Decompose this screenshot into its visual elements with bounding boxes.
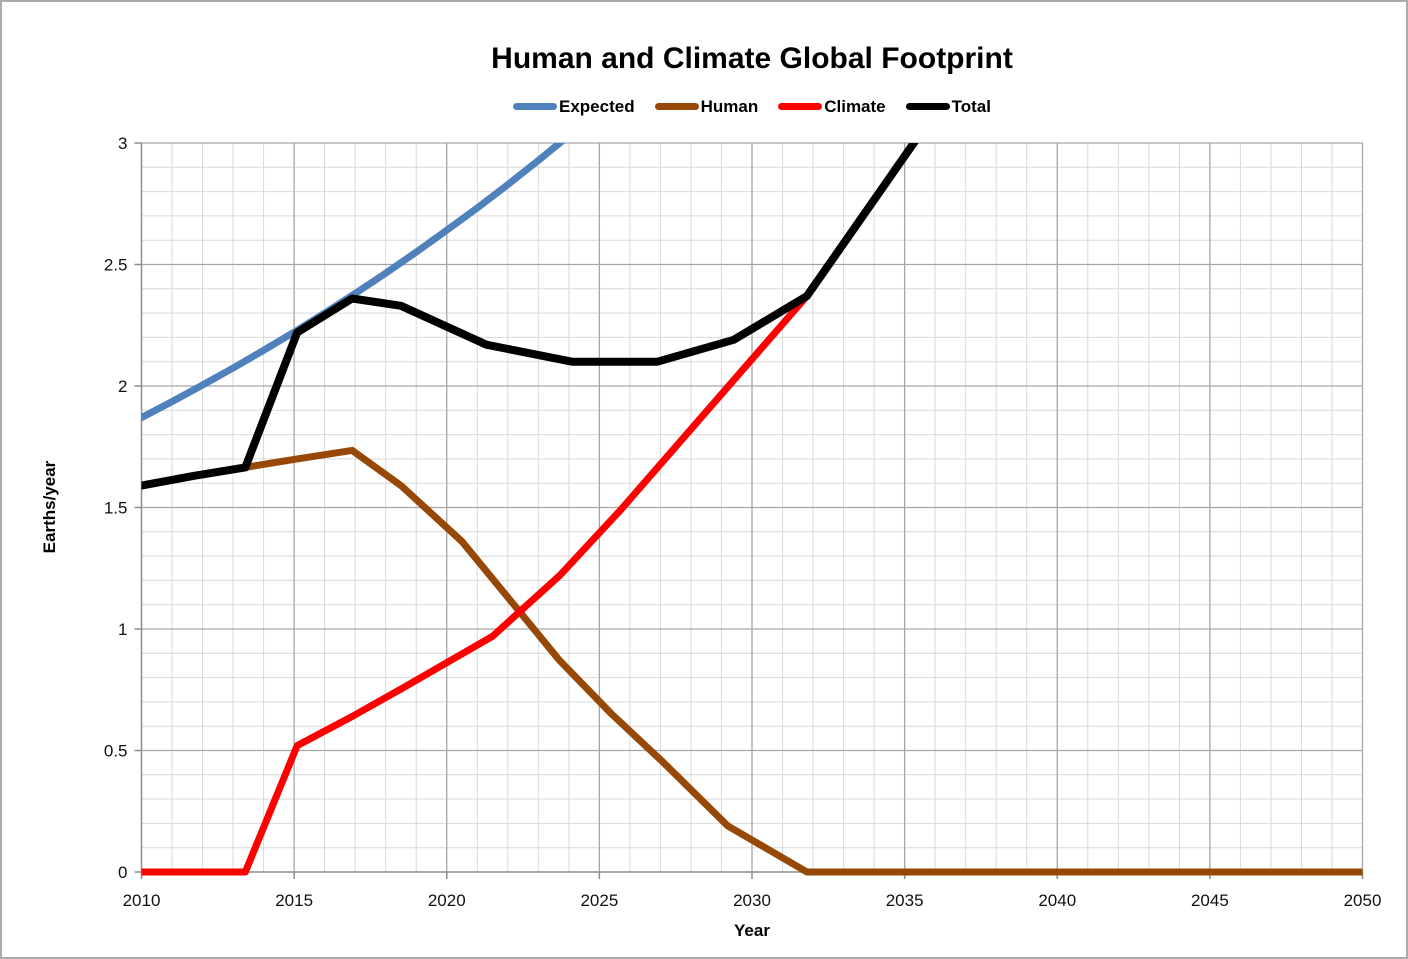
- chart-title: Human and Climate Global Footprint: [491, 42, 1013, 75]
- x-tick-label: 2050: [1344, 891, 1382, 910]
- legend-item-human: Human: [654, 97, 759, 116]
- x-axis-title: Year: [734, 921, 770, 940]
- x-tick-label: 2015: [275, 891, 313, 910]
- y-tick-label: 1.5: [104, 499, 128, 518]
- legend-label-climate: Climate: [824, 97, 886, 116]
- series-line-expected: [141, 143, 566, 422]
- series-line-climate: [141, 143, 919, 876]
- y-tick-label: 2: [118, 377, 127, 396]
- legend-swatch-climate: [778, 103, 823, 110]
- y-tick-label: 3: [118, 134, 127, 153]
- x-tick-label: 2030: [733, 891, 771, 910]
- y-axis-title-text: Earths/year: [40, 460, 59, 554]
- x-tick-label: 2040: [1038, 891, 1076, 910]
- y-tick-label: 1: [118, 620, 127, 639]
- x-tick-label: 2010: [123, 891, 161, 910]
- series-line-human: [141, 446, 1363, 876]
- legend-swatch-total: [905, 103, 950, 110]
- legend-item-climate: Climate: [778, 97, 886, 116]
- legend-label-expected: Expected: [559, 97, 635, 116]
- legend-label-human: Human: [700, 97, 759, 116]
- y-tick-label: 0: [118, 863, 127, 882]
- legend-item-total: Total: [905, 97, 991, 116]
- series-line-total: [141, 143, 919, 490]
- legend-swatch-human: [654, 103, 699, 110]
- x-tick-label: 2045: [1191, 891, 1229, 910]
- y-tick-label: 0.5: [104, 742, 128, 761]
- legend-swatch-expected: [513, 103, 557, 110]
- x-tick-label: 2035: [886, 891, 924, 910]
- legend-item-expected: Expected: [513, 98, 635, 115]
- legend-label-total: Total: [951, 97, 991, 116]
- legend: Expected Human Climate Total: [141, 98, 1363, 115]
- x-tick-label: 2025: [580, 891, 618, 910]
- x-tick-label: 2020: [428, 891, 466, 910]
- y-tick-label: 2.5: [104, 256, 128, 275]
